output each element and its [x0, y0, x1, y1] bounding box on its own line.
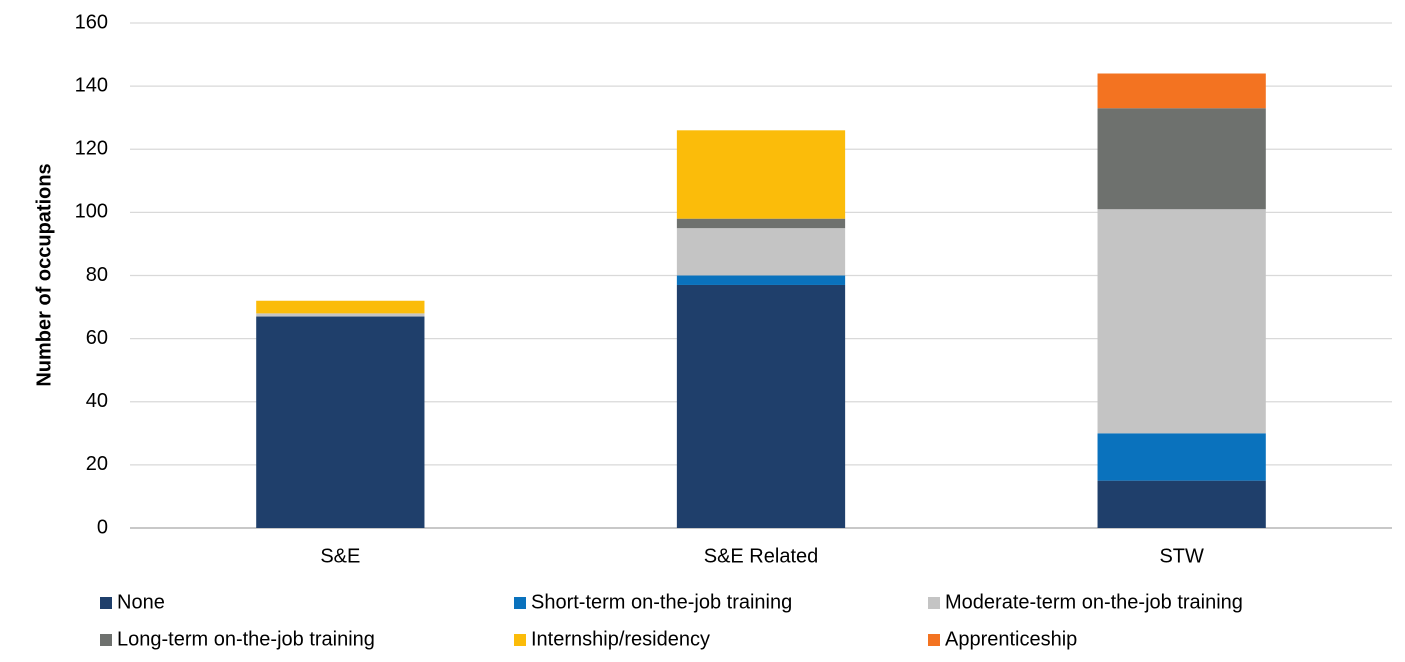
- bar-segment: [676, 218, 846, 229]
- legend-label: Short-term on-the-job training: [531, 591, 792, 613]
- legend-swatch: [928, 634, 940, 646]
- bar-segment: [1097, 209, 1266, 434]
- legend-swatch: [928, 597, 940, 609]
- x-tick-label: S&E: [320, 545, 360, 567]
- y-axis-label: Number of occupations: [33, 163, 55, 386]
- y-tick-label: 160: [75, 11, 108, 33]
- y-tick-label: 40: [86, 390, 108, 412]
- y-tick-label: 0: [97, 516, 108, 538]
- bar-segment: [1097, 73, 1266, 109]
- y-tick-label: 100: [75, 201, 108, 223]
- bar-segment: [256, 316, 425, 528]
- bar-segment: [676, 284, 846, 528]
- x-tick-label: STW: [1159, 545, 1204, 567]
- y-tick-label: 80: [86, 264, 108, 286]
- legend-label: Internship/residency: [531, 628, 710, 650]
- legend-swatch: [100, 634, 112, 646]
- bar-segment: [256, 313, 425, 317]
- legend-label: Moderate-term on-the-job training: [945, 591, 1243, 613]
- legend-swatch: [514, 597, 526, 609]
- bar-segment: [256, 300, 425, 314]
- y-tick-label: 120: [75, 138, 108, 160]
- legend-swatch: [514, 634, 526, 646]
- bar-segment: [1097, 108, 1266, 210]
- legend-label: Apprenticeship: [945, 628, 1077, 650]
- legend-label: None: [117, 591, 165, 613]
- bar-segment: [1097, 433, 1266, 481]
- bar-segment: [676, 275, 846, 285]
- bar-segment: [676, 228, 846, 276]
- x-tick-label: S&E Related: [704, 545, 819, 567]
- y-tick-label: 60: [86, 327, 108, 349]
- legend-label: Long-term on-the-job training: [117, 628, 375, 650]
- legend-swatch: [100, 597, 112, 609]
- bar-segment: [1097, 480, 1266, 528]
- y-tick-label: 140: [75, 74, 108, 96]
- bar-segment: [676, 130, 846, 219]
- y-tick-label: 20: [86, 453, 108, 475]
